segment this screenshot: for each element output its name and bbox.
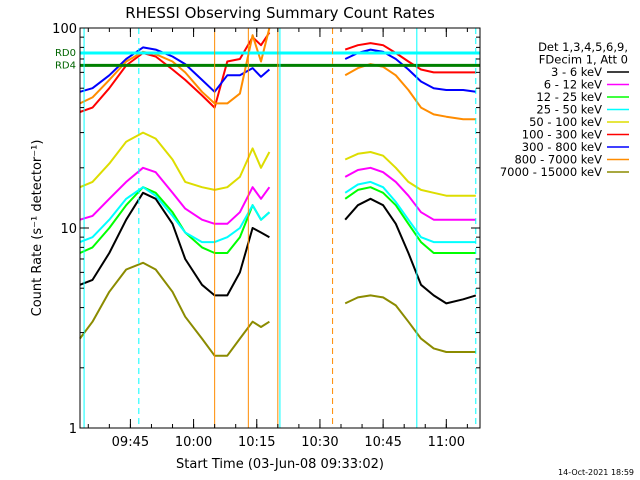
vertical-markers xyxy=(83,28,477,428)
legend-label-3-6-kev: 3 - 6 keV xyxy=(551,65,602,79)
x-axis-label: Start Time (03-Jun-08 09:33:02) xyxy=(176,457,384,472)
x-tick-label: 10:15 xyxy=(238,435,275,450)
legend-label-100-300-kev: 100 - 300 keV xyxy=(522,128,602,142)
legend-label-25-50-kev: 25 - 50 keV xyxy=(536,103,602,117)
y-tick-label: 10 xyxy=(60,222,77,237)
legend-label-6-12-kev: 6 - 12 keV xyxy=(544,78,602,92)
x-tick-label: 10:45 xyxy=(364,435,401,450)
legend-label-7000-15000-kev: 7000 - 15000 keV xyxy=(500,165,602,179)
legend-label-800-7000-kev: 800 - 7000 keV xyxy=(514,153,602,167)
x-tick-label: 11:00 xyxy=(428,435,465,450)
legend-label-50-100-kev: 50 - 100 keV xyxy=(529,115,602,129)
x-axis: 09:45 10:00 10:15 10:30 10:45 11:00 xyxy=(87,28,468,450)
ref-label-rd4: RD4 xyxy=(55,60,76,71)
legend-header: FDecim 1, Att 0 xyxy=(539,53,628,67)
legend-label-300-800-kev: 300 - 800 keV xyxy=(522,140,602,154)
legend-header: Det 1,3,4,5,6,9, xyxy=(538,40,628,54)
y-tick-label: 100 xyxy=(52,22,77,37)
x-tick-label: 10:30 xyxy=(301,435,338,450)
timestamp: 14-Oct-2021 18:59 xyxy=(558,468,634,477)
legend-label-12-25-kev: 12 - 25 keV xyxy=(536,90,602,104)
x-tick-label: 09:45 xyxy=(112,435,149,450)
x-tick-label: 10:00 xyxy=(175,435,212,450)
y-tick-label: 1 xyxy=(69,422,77,437)
legend: Det 1,3,4,5,6,9,FDecim 1, Att 03 - 6 keV… xyxy=(500,40,629,179)
ref-label-rd0: RD0 xyxy=(55,48,76,59)
y-axis-label: Count Rate (s⁻¹ detector⁻¹) xyxy=(30,140,45,317)
y-axis: 1 10 100 xyxy=(52,22,480,437)
chart-title: RHESSI Observing Summary Count Rates xyxy=(125,4,435,22)
